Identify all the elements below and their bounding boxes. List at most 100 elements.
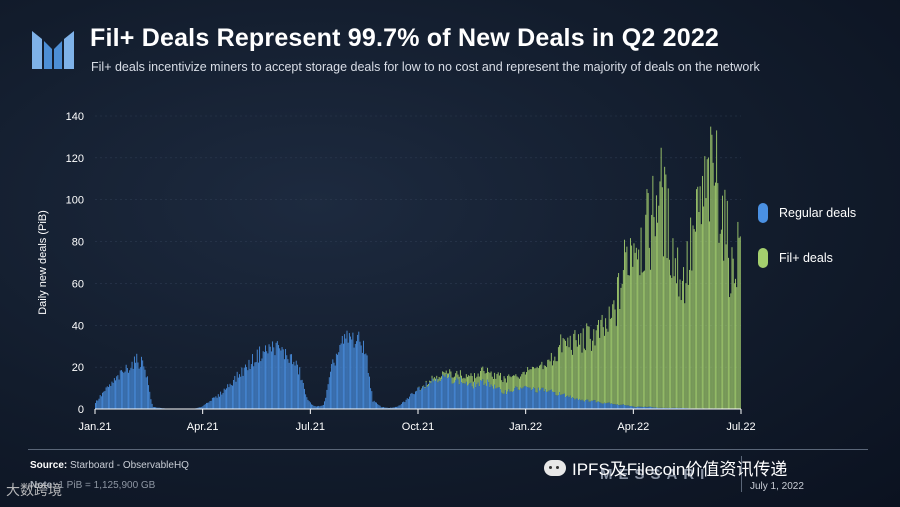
bar-filplus [546, 367, 548, 392]
bar-regular [235, 381, 237, 409]
bar-filplus [587, 326, 589, 400]
bar-regular [313, 405, 315, 409]
bar-filplus [420, 388, 422, 390]
bar-regular [146, 376, 148, 409]
bar-regular [390, 407, 392, 409]
bar-regular [415, 391, 416, 409]
bar-regular [624, 405, 625, 409]
bar-filplus [459, 370, 461, 378]
bar-regular [604, 402, 605, 409]
bar-regular [635, 407, 637, 409]
bar-regular [573, 398, 575, 409]
bar-filplus [422, 386, 424, 387]
bar-filplus [456, 370, 458, 378]
bar-regular [469, 383, 471, 409]
bar-regular [439, 381, 441, 409]
bar-regular [253, 366, 255, 409]
bar-regular [379, 405, 381, 409]
bar-regular [585, 400, 586, 409]
bar-regular [289, 354, 291, 409]
bar-regular [555, 395, 557, 409]
bar-filplus [543, 365, 545, 392]
bar-regular [520, 387, 522, 409]
bar-filplus [700, 224, 702, 409]
bar-regular [418, 387, 420, 409]
bar-regular [559, 392, 561, 409]
bar-regular [359, 341, 361, 409]
bar-regular [318, 405, 320, 409]
bar-filplus [464, 378, 466, 384]
bar-regular [143, 366, 145, 409]
bar-regular [625, 405, 627, 409]
bar-regular [376, 402, 377, 409]
bar-filplus [500, 372, 501, 390]
bar-filplus [583, 348, 585, 402]
bar-regular [115, 380, 116, 409]
bar-filplus [724, 189, 726, 409]
bar-filplus [642, 271, 644, 408]
bar-filplus [498, 375, 500, 388]
bar-regular [660, 407, 662, 409]
bar-filplus [492, 378, 494, 389]
bar-filplus [457, 374, 459, 380]
bar-regular [155, 407, 157, 409]
bar-filplus [673, 276, 675, 408]
bar-regular [131, 361, 133, 409]
bar-regular [210, 400, 212, 409]
bar-regular [372, 401, 374, 409]
bar-filplus [625, 252, 627, 406]
bar-regular [659, 407, 661, 409]
bar-filplus [672, 238, 674, 408]
bar-filplus [544, 365, 546, 390]
bar-filplus [606, 328, 608, 403]
bar-filplus [505, 382, 507, 395]
bar-regular [543, 391, 545, 409]
bar-regular [601, 403, 603, 409]
bar-regular [383, 407, 385, 409]
y-tick-label: 20 [72, 362, 84, 374]
bar-regular [581, 399, 583, 409]
bar-filplus [508, 374, 510, 390]
bar-regular [618, 405, 620, 409]
bar-filplus [676, 283, 677, 408]
bar-filplus [668, 259, 670, 408]
bar-filplus [693, 229, 695, 409]
bar-filplus [523, 371, 525, 387]
bar-filplus [599, 337, 601, 403]
bar-regular [600, 402, 602, 409]
bar-filplus [530, 369, 532, 391]
bar-regular [377, 404, 379, 409]
bar-regular [206, 402, 207, 409]
bar-filplus [712, 162, 714, 409]
bar-regular [293, 361, 295, 409]
x-tick-label: Jul.21 [296, 421, 325, 433]
bar-filplus [720, 229, 722, 409]
bar-filplus [497, 372, 499, 388]
bar-regular [367, 372, 369, 409]
bar-filplus [706, 159, 708, 409]
bar-filplus [528, 370, 530, 388]
bar-regular [488, 382, 490, 409]
bar-filplus [470, 373, 472, 383]
bar-filplus [509, 376, 511, 392]
bar-regular [677, 407, 679, 409]
bar-regular [353, 347, 355, 409]
x-tick-label: Jul.22 [726, 421, 755, 433]
bar-regular [663, 407, 664, 409]
bar-filplus [651, 214, 653, 407]
bar-filplus [535, 368, 537, 393]
bar-filplus [592, 340, 594, 401]
bar-filplus [605, 318, 607, 404]
bar-regular [345, 338, 347, 409]
bar-filplus [645, 214, 647, 407]
bar-regular [123, 372, 125, 409]
bar-filplus [595, 330, 597, 403]
bar-regular [497, 387, 499, 409]
bar-regular [137, 362, 139, 409]
bar-regular [217, 394, 219, 409]
bar-regular [530, 390, 532, 409]
bar-filplus [607, 331, 609, 403]
bar-regular [452, 383, 454, 409]
source-text: Starboard - ObservableHQ [70, 460, 189, 471]
bar-filplus [452, 377, 454, 384]
